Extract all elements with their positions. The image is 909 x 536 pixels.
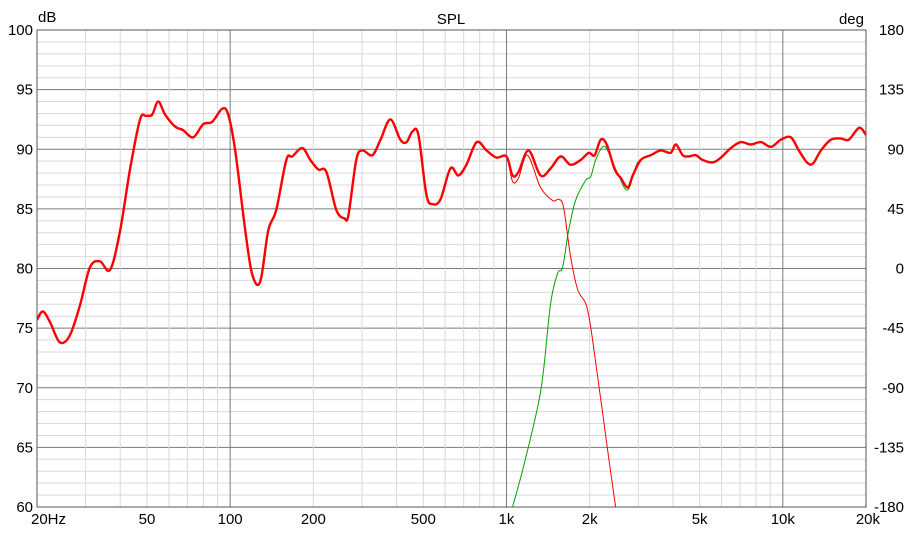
x-tick-label: 5k [692,511,708,528]
x-tick-label: 2k [582,511,598,528]
series-line-2 [37,100,866,345]
y-tick-label-right: -180 [874,499,904,516]
y-tick-label-left: 80 [16,261,33,278]
chart-title: SPL [437,11,465,28]
x-tick-label: 100 [218,511,243,528]
y-tick-label-left: 95 [16,82,33,99]
y-tick-label-left: 100 [8,22,33,39]
x-tick-label: 20Hz [31,511,66,528]
x-tick-label: 10k [771,511,796,528]
y-tick-label-right: -135 [874,439,904,456]
y-tick-label-right: -45 [882,320,904,337]
y-axis-label-left: dB [38,9,56,26]
y-tick-label-left: 75 [16,320,33,337]
y-tick-label-left: 65 [16,439,33,456]
y-tick-label-right: 135 [879,82,904,99]
y-tick-label-right: 0 [896,261,904,278]
plot-frame [36,29,867,508]
x-tick-label: 20k [856,511,881,528]
y-tick-label-left: 60 [16,499,33,516]
y-tick-label-left: 85 [16,201,33,218]
tick-labels: 20Hz 50 100 200 500 1k 2k 5k 10k 20k 100 95 90 85 80 75… [8,22,904,528]
x-tick-label: 1k [499,511,515,528]
x-tick-label: 500 [411,511,436,528]
y-tick-label-right: 45 [887,201,904,218]
y-axis-label-right: deg [839,11,864,28]
y-tick-label-right: -90 [882,380,904,397]
y-tick-label-right: 180 [879,22,904,39]
grid [36,29,867,508]
curves [37,100,866,507]
y-tick-label-left: 90 [16,141,33,158]
x-tick-label: 200 [301,511,326,528]
x-tick-label: 50 [139,511,156,528]
y-tick-label-right: 90 [887,141,904,158]
y-tick-label-left: 70 [16,380,33,397]
